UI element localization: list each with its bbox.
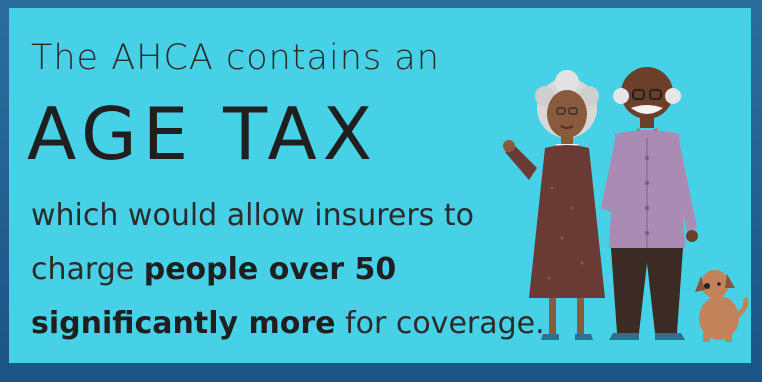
line4-plain-text: charge [31,252,144,287]
headline-line-5: significantly more for coverage. [31,306,545,341]
headline-line-4: charge people over 50 [31,252,396,287]
headline-line-3: which would allow insurers to [31,198,474,233]
grandfather-figure [601,67,698,340]
line4-bold-text: people over 50 [143,252,397,287]
headline-line-1: The AHCA contains an [31,38,440,78]
headline-age-tax: AGE TAX [27,92,379,176]
elderly-couple-illustration [503,67,749,342]
line5-plain-text: for coverage. [335,306,545,341]
line5-bold-text: significantly more [31,306,336,341]
infographic-panel: The AHCA contains an AGE TAX which would… [9,8,751,363]
dog-figure [695,270,749,342]
grandmother-figure [503,70,605,340]
